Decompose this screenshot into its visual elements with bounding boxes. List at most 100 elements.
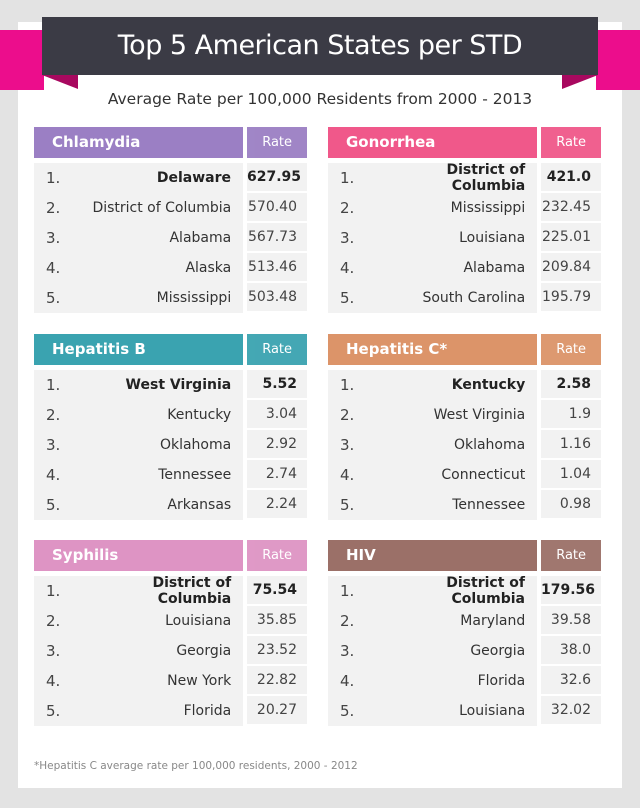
rank: 1. [340, 582, 355, 600]
disease-name: Chlamydia [34, 127, 244, 158]
rank: 4. [340, 259, 355, 277]
table-row: 5. South Carolina 195.79 [328, 283, 601, 313]
rate-value: 209.84 [541, 253, 601, 283]
rate-header: Rate [541, 334, 601, 365]
table-row: 2. West Virginia 1.9 [328, 400, 601, 430]
ribbon-left [0, 30, 44, 90]
table-row: 2. Kentucky 3.04 [34, 400, 307, 430]
state-cell: 4. New York [34, 666, 244, 696]
rank: 1. [46, 582, 61, 600]
table-header: Hepatitis C* Rate [328, 334, 601, 365]
state-name: Oklahoma [453, 437, 526, 453]
state-cell: 2. Kentucky [34, 400, 244, 430]
table-row: 2. Mississippi 232.45 [328, 193, 601, 223]
table-row: 1. District of Columbia 75.54 [34, 575, 307, 607]
disease-name: Hepatitis C* [328, 334, 538, 365]
state-name: Tennessee [452, 497, 526, 513]
rate-value: 179.56 [541, 576, 601, 606]
rate-value: 1.9 [541, 400, 601, 430]
table-row: 2. Maryland 39.58 [328, 606, 601, 636]
rate-value: 5.52 [247, 370, 307, 400]
table-row: 1. District of Columbia 421.0 [328, 162, 601, 194]
state-name: Kentucky [167, 407, 232, 423]
rate-header: Rate [247, 334, 307, 365]
rank: 3. [340, 229, 355, 247]
table-row: 5. Arkansas 2.24 [34, 490, 307, 520]
table-header: Hepatitis B Rate [34, 334, 307, 365]
rate-header: Rate [541, 127, 601, 158]
rate-value: 503.48 [247, 283, 307, 313]
table-header: Chlamydia Rate [34, 127, 307, 158]
state-name: District of Columbia [92, 200, 232, 216]
state-cell: 1. District of Columbia [328, 575, 537, 607]
rank: 1. [340, 376, 355, 394]
rank: 3. [340, 436, 355, 454]
state-cell: 5. Mississippi [34, 283, 244, 313]
state-cell: 4. Tennessee [34, 460, 244, 490]
rank: 3. [340, 642, 355, 660]
state-cell: 2. Maryland [328, 606, 538, 636]
rate-value: 567.73 [247, 223, 307, 253]
table-row: 5. Tennessee 0.98 [328, 490, 601, 520]
rank: 3. [46, 642, 61, 660]
rank: 4. [46, 466, 61, 484]
state-name: Delaware [156, 170, 231, 186]
state-name: Tennessee [158, 467, 232, 483]
state-cell: 5. Tennessee [328, 490, 538, 520]
disease-name: Syphilis [34, 540, 244, 571]
state-cell: 2. Louisiana [34, 606, 244, 636]
state-name: Kentucky [451, 377, 526, 393]
rank: 1. [340, 169, 355, 187]
state-cell: 3. Oklahoma [328, 430, 538, 460]
state-cell: 5. South Carolina [328, 283, 538, 313]
rank: 3. [46, 229, 61, 247]
rank: 2. [46, 199, 61, 217]
state-name: Alabama [169, 230, 232, 246]
state-name: Georgia [470, 643, 526, 659]
table-row: 1. District of Columbia 179.56 [328, 575, 601, 607]
state-cell: 1. Delaware [34, 163, 243, 193]
disease-name: Gonorrhea [328, 127, 538, 158]
rank: 5. [46, 496, 61, 514]
subtitle: Average Rate per 100,000 Residents from … [107, 90, 533, 108]
table-gonorrhea: Gonorrhea Rate 1. District of Columbia 421.0… [328, 127, 601, 313]
state-cell: 3. Louisiana [328, 223, 538, 253]
table-row: 3. Louisiana 225.01 [328, 223, 601, 253]
table-chlamydia: Chlamydia Rate 1. Delaware 627.95 2. District … [34, 127, 307, 313]
rate-value: 2.74 [247, 460, 307, 490]
state-cell: 2. Mississippi [328, 193, 538, 223]
table-row: 5. Mississippi 503.48 [34, 283, 307, 313]
rank: 5. [340, 496, 355, 514]
rank: 4. [46, 672, 61, 690]
table-row: 4. New York 22.82 [34, 666, 307, 696]
rate-value: 421.0 [541, 163, 601, 193]
rate-value: 627.95 [247, 163, 307, 193]
table-row: 1. Kentucky 2.58 [328, 370, 601, 400]
table-row: 4. Tennessee 2.74 [34, 460, 307, 490]
rate-value: 513.46 [247, 253, 307, 283]
rank: 1. [46, 376, 61, 394]
rate-value: 38.0 [541, 636, 601, 666]
table-row: 4. Alabama 209.84 [328, 253, 601, 283]
rate-header: Rate [541, 540, 601, 571]
rate-value: 2.58 [541, 370, 601, 400]
rank: 2. [340, 199, 355, 217]
state-name: District of Columbia [446, 162, 526, 194]
state-name: Oklahoma [159, 437, 232, 453]
table-row: 2. Louisiana 35.85 [34, 606, 307, 636]
state-cell: 3. Oklahoma [34, 430, 244, 460]
table-row: 1. Delaware 627.95 [34, 163, 307, 193]
table-header: Syphilis Rate [34, 540, 307, 571]
rank: 2. [340, 406, 355, 424]
state-cell: 3. Alabama [34, 223, 244, 253]
rank: 4. [340, 466, 355, 484]
table-row: 3. Oklahoma 1.16 [328, 430, 601, 460]
rank: 5. [46, 702, 61, 720]
rate-value: 1.04 [541, 460, 601, 490]
state-name: South Carolina [422, 290, 526, 306]
rate-value: 225.01 [541, 223, 601, 253]
rate-value: 23.52 [247, 636, 307, 666]
rank: 1. [46, 169, 61, 187]
state-name: Florida [477, 673, 526, 689]
state-name: Alaska [185, 260, 232, 276]
